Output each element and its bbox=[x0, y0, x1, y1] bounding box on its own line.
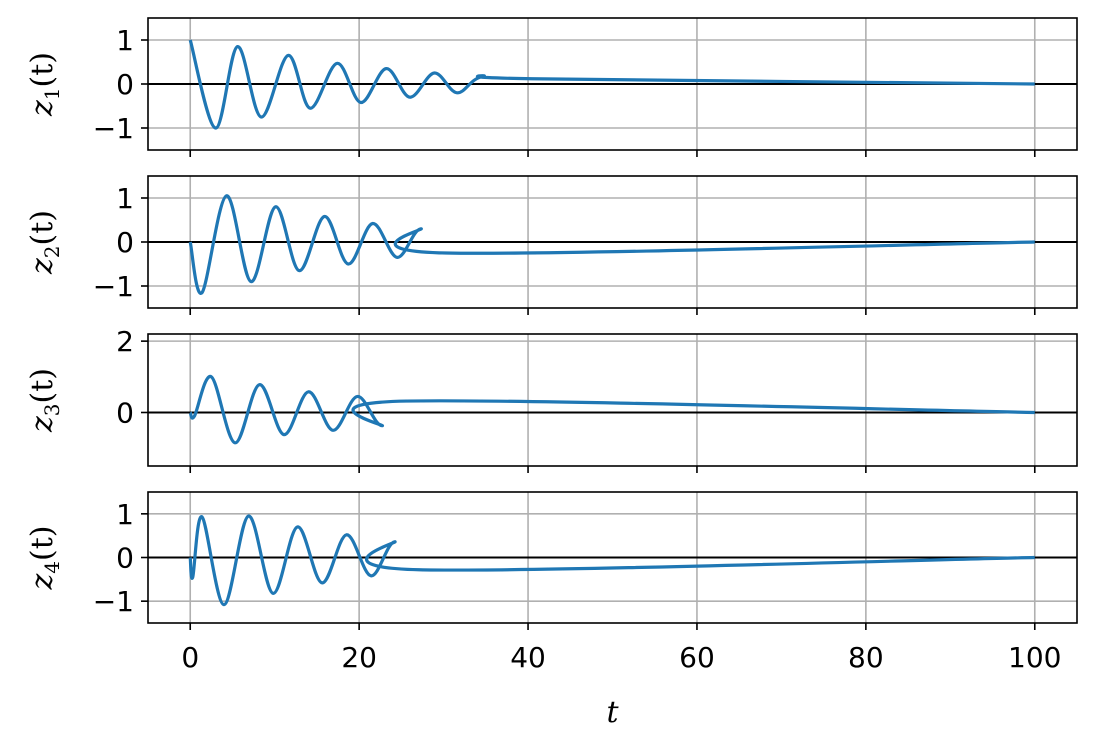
series-line bbox=[188, 514, 1035, 607]
y-tick-label: −1 bbox=[93, 112, 134, 145]
subplot-1: 10−1z1(t) bbox=[25, 17, 1078, 157]
x-tick-label: 40 bbox=[510, 641, 546, 674]
series-line bbox=[188, 375, 1035, 445]
y-label-base: z bbox=[25, 416, 60, 433]
y-label-base: z bbox=[25, 574, 60, 591]
subplot-4: 1 0 −1 z4(t) bbox=[25, 491, 1078, 630]
x-tick-label: 80 bbox=[848, 641, 884, 674]
y-axis-label: z2(t) bbox=[25, 210, 64, 275]
subplot-2: 1 0 −1 z2(t) bbox=[25, 175, 1078, 315]
series-line bbox=[188, 194, 1035, 295]
y-tick-label: 0 bbox=[116, 396, 134, 429]
y-tick-label: 2 bbox=[116, 325, 134, 358]
y-tick-label: −1 bbox=[93, 270, 134, 303]
y-axis-label: z1(t) bbox=[25, 52, 64, 117]
y-tick-label: 0 bbox=[116, 542, 134, 575]
y-tick-label: −1 bbox=[93, 585, 134, 618]
x-tick-label: 0 bbox=[181, 641, 199, 674]
y-axis-label: z3(t) bbox=[25, 368, 64, 433]
y-label-rest: (t) bbox=[25, 368, 60, 403]
shared-x-axis: t 0 20 40 60 80 100 bbox=[181, 641, 1061, 730]
y-axis-label: z4(t) bbox=[25, 525, 64, 590]
y-label-rest: (t) bbox=[25, 52, 60, 87]
y-label-subscript: 3 bbox=[40, 403, 64, 416]
y-label-subscript: 2 bbox=[40, 245, 64, 258]
y-label-subscript: 1 bbox=[40, 87, 64, 100]
x-tick-label: 100 bbox=[1008, 641, 1061, 674]
series-line bbox=[188, 39, 1035, 130]
y-label-subscript: 4 bbox=[40, 561, 64, 574]
axes-frame bbox=[147, 333, 1078, 467]
y-tick-label: 1 bbox=[116, 24, 134, 57]
y-tick-label: 0 bbox=[116, 226, 134, 259]
y-label-rest: (t) bbox=[25, 525, 60, 560]
y-label-rest: (t) bbox=[25, 210, 60, 245]
x-axis-label: t bbox=[606, 695, 619, 730]
y-label-base: z bbox=[25, 100, 60, 117]
x-tick-label: 60 bbox=[679, 641, 715, 674]
y-tick-label: 0 bbox=[116, 68, 134, 101]
y-tick-label: 1 bbox=[116, 182, 134, 215]
x-tick-label: 20 bbox=[341, 641, 377, 674]
y-label-base: z bbox=[25, 258, 60, 275]
subplot-3: 2 0 z3(t) bbox=[25, 325, 1078, 473]
y-tick-label: 1 bbox=[116, 498, 134, 531]
